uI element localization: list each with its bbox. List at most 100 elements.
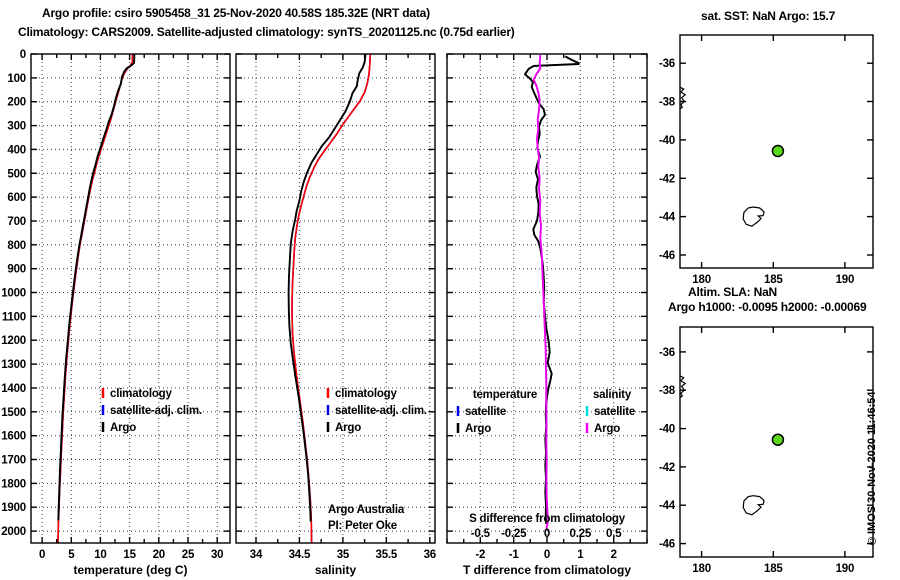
chatham-island-coastline [742, 206, 765, 227]
x-tick-label: 190 [836, 563, 855, 575]
x-tick-label: -1 [509, 549, 520, 561]
x-tick-label: 5 [68, 549, 75, 561]
satellite-t-difference-curve [524, 55, 580, 524]
x-tick-label: 20 [153, 549, 165, 561]
location-map-lower: 180 185 190 -36 -38 -40 -42 -44 -46 [659, 326, 874, 575]
y-tick-label: 1400 [1, 383, 26, 395]
s-difference-tick-label: 0.25 [570, 528, 592, 540]
satellite-adj-clim-salinity-curve [291, 53, 372, 544]
x-axis-label: T difference from climatology [463, 563, 631, 577]
panel-annotation: Argo Australia [328, 504, 405, 516]
y-tick-label: -42 [659, 462, 675, 474]
x-tick-label: 185 [764, 274, 783, 286]
y-tick-label: 1800 [1, 478, 26, 490]
x-tick-label: 34.5 [289, 549, 311, 561]
legend-label: satellite-adj. clim. [110, 405, 202, 417]
x-tick-label: 35 [337, 549, 350, 561]
y-tick-label: 300 [7, 121, 26, 133]
satellite-adj-clim-temperature-curve [57, 53, 134, 544]
salinity-profile-panel: 34 34.5 35 35.5 36 salinity climatology satelli… [235, 53, 436, 577]
nz-east-cape-coastline [679, 375, 687, 399]
y-tick-label: -36 [659, 347, 675, 359]
y-tick-label: -40 [659, 135, 675, 147]
legend-label: satellite [594, 406, 635, 418]
axes-box [235, 53, 436, 544]
y-tick-label: 1200 [1, 335, 26, 347]
y-tick-label: 1700 [1, 455, 26, 467]
legend-label: Argo [335, 422, 361, 434]
x-tick-label: 1 [577, 549, 584, 561]
y-tick-label: -44 [659, 212, 676, 224]
x-tick-label: 0 [544, 549, 550, 561]
y-tick-label: 1000 [1, 288, 26, 300]
imos-credit-label: ©IMOS 30-Nov-2020 11:46:54 [866, 391, 878, 546]
x-tick-label: 30 [211, 549, 223, 561]
x-tick-label: 36 [424, 549, 436, 561]
figure-subtitle: Climatology: CARS2009. Satellite-adjuste… [18, 25, 515, 39]
argo-temperature-curve [57, 54, 136, 521]
legend-label: climatology [110, 388, 173, 400]
x-tick-label: 0 [39, 549, 45, 561]
argo-t-difference-curve [524, 55, 580, 524]
y-tick-label: -46 [659, 539, 675, 551]
y-tick-label: 100 [7, 73, 26, 85]
x-tick-label: 35.5 [376, 549, 398, 561]
figure-title: Argo profile: csiro 5905458_31 25-Nov-20… [42, 6, 430, 20]
y-tick-label: -38 [659, 97, 676, 109]
y-tick-label: 800 [7, 240, 26, 252]
x-tick-label: 190 [836, 274, 855, 286]
y-tick-label: -40 [659, 424, 675, 436]
x-tick-label: -2 [475, 549, 485, 561]
y-tick-label: -38 [659, 385, 676, 397]
y-tick-label: 700 [7, 216, 26, 228]
y-tick-label: 0 [20, 49, 26, 61]
legend-label: Argo [594, 423, 620, 435]
float-position-marker [771, 433, 785, 446]
float-position-marker [771, 144, 785, 158]
x-tick-label: 15 [123, 549, 136, 561]
x-tick-label: 185 [764, 563, 783, 575]
x-tick-label: 10 [94, 549, 106, 561]
climatology-salinity-curve [291, 53, 372, 544]
panel-annotation: PI: Peter Oke [328, 520, 397, 532]
y-tick-label: 1100 [2, 311, 26, 323]
legend-label: satellite [465, 406, 506, 418]
argo-h-label: Argo h1000: -0.0095 h2000: -0.00069 [668, 300, 867, 314]
y-tick-label: 500 [7, 168, 26, 180]
y-tick-label: 600 [7, 192, 26, 204]
difference-panel: -2 -1 0 1 2 T difference from climatology temp… [446, 53, 648, 577]
y-tick-label: 2000 [1, 526, 26, 538]
axes-box [679, 34, 874, 269]
legend-label: Argo [465, 423, 491, 435]
s-difference-axis-label: S difference from climatology [469, 513, 626, 525]
x-tick-label: 25 [182, 549, 195, 561]
legend-label: climatology [335, 388, 398, 400]
y-tick-label: 400 [7, 144, 26, 156]
altim-sla-label: Altim. SLA: NaN [688, 285, 778, 299]
s-difference-tick-label: 0 [544, 528, 550, 540]
x-tick-label: 34 [250, 549, 263, 561]
temperature-profile-panel: 0 5 10 15 20 25 300100200300400500600700800900… [1, 49, 231, 577]
y-tick-label: 200 [7, 97, 26, 109]
location-map-upper: 180 185 190 -36 -38 -40 -42 -44 -46 [659, 34, 874, 286]
y-tick-label: 900 [7, 264, 26, 276]
s-difference-tick-label: -0.25 [501, 528, 527, 540]
y-tick-label: -44 [659, 500, 676, 512]
legend-group-header: salinity [593, 389, 632, 401]
y-tick-label: -36 [659, 58, 675, 70]
y-tick-label: 1900 [1, 502, 26, 514]
x-axis-label: salinity [315, 563, 357, 577]
y-tick-label: 1500 [1, 407, 26, 419]
axes-box [30, 53, 231, 544]
s-difference-tick-label: -0.5 [471, 528, 491, 540]
argo-s-difference-curve [532, 55, 550, 529]
y-tick-label: 1300 [1, 359, 26, 371]
x-tick-label: 180 [692, 563, 711, 575]
s-difference-tick-label: 0.5 [606, 528, 622, 540]
legend-label: Argo [110, 422, 136, 434]
climatology-temperature-curve [57, 53, 134, 544]
y-tick-label: -46 [659, 250, 675, 262]
y-tick-label: -42 [659, 173, 675, 185]
